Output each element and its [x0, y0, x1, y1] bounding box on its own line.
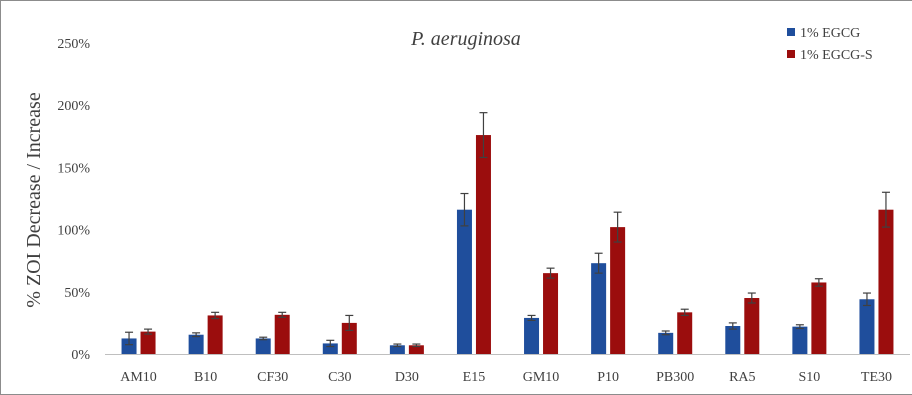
error-bar	[460, 192, 469, 227]
bar-egcg	[524, 317, 540, 354]
x-tick-label: AM10	[120, 370, 157, 385]
error-bar	[412, 343, 421, 348]
y-axis-label: % ZOI Decrease / Increase	[23, 92, 45, 308]
bar-egcg-s	[207, 315, 223, 354]
y-tick-label: 50%	[64, 286, 90, 301]
x-tick-label: C30	[328, 370, 351, 385]
error-bar	[862, 292, 871, 307]
bar-egcg-s	[543, 273, 559, 354]
legend-swatch	[787, 50, 795, 58]
y-tick-label: 150%	[57, 161, 90, 176]
error-bar	[661, 330, 670, 336]
bar-egcg	[322, 343, 338, 354]
bar-egcg-s	[610, 227, 626, 354]
x-tick-label: CF30	[257, 370, 288, 385]
error-bar	[192, 332, 201, 338]
legend-label: 1% EGCG	[800, 26, 860, 41]
bar-egcg-s	[744, 298, 760, 354]
y-tick-label: 250%	[57, 37, 90, 52]
error-bar	[479, 112, 488, 159]
bar-egcg-s	[677, 312, 693, 354]
bar-egcg	[255, 338, 271, 354]
bar-egcg	[859, 299, 875, 354]
error-bar	[613, 211, 622, 243]
error-bar	[326, 339, 335, 348]
error-bar	[594, 252, 603, 274]
y-tick-label: 100%	[57, 224, 90, 239]
bar-egcg-s	[274, 314, 290, 354]
x-tick-label: P10	[597, 370, 619, 385]
error-bar	[211, 311, 220, 320]
bar-egcg	[591, 263, 607, 354]
error-bar	[881, 191, 890, 228]
error-bars	[125, 112, 890, 348]
bar-egcg-s	[878, 209, 894, 354]
bar-egcg-s	[140, 331, 156, 354]
x-tick-label: E15	[463, 370, 486, 385]
error-bar	[345, 314, 354, 331]
bar-egcg	[121, 338, 137, 354]
error-bar	[747, 292, 756, 304]
bar-egcg-s	[811, 282, 827, 354]
x-tick-label: TE30	[861, 370, 892, 385]
bar-egcg	[389, 345, 405, 354]
bar-egcg	[725, 326, 741, 354]
y-axis: 0% 50% 100% 150% 200% 250%	[57, 37, 90, 363]
y-tick-label: 0%	[71, 348, 90, 363]
bar-egcg	[658, 332, 674, 354]
x-tick-label: RA5	[729, 370, 755, 385]
error-bar	[795, 324, 804, 330]
bars	[121, 135, 894, 354]
bar-egcg	[792, 326, 808, 354]
x-axis: AM10 B10 CF30 C30 D30 E15 GM10 P10 PB300 RA5 S10 TE…	[105, 354, 910, 385]
bar-egcg-s	[475, 135, 491, 354]
legend-swatch	[787, 28, 795, 36]
error-bar	[278, 311, 287, 318]
bar-egcg-s	[408, 345, 424, 354]
error-bar	[680, 308, 689, 317]
legend-label: 1% EGCG-S	[800, 48, 873, 63]
x-tick-label: B10	[194, 370, 217, 385]
error-bar	[259, 336, 268, 341]
x-tick-label: S10	[798, 370, 820, 385]
bar-egcg	[188, 334, 204, 354]
y-tick-label: 200%	[57, 99, 90, 114]
error-bar	[527, 314, 536, 322]
error-bar	[393, 343, 402, 348]
error-bar	[144, 328, 153, 335]
error-bar	[814, 278, 823, 287]
x-tick-label: D30	[395, 370, 419, 385]
bar-egcg	[456, 209, 472, 354]
x-tick-label: PB300	[656, 370, 694, 385]
chart-title: P. aeruginosa	[410, 28, 521, 50]
legend: 1% EGCG 1% EGCG-S	[787, 26, 873, 63]
error-bar	[546, 267, 555, 279]
error-bar	[728, 322, 737, 330]
error-bar	[125, 331, 134, 346]
x-tick-label: GM10	[523, 370, 560, 385]
